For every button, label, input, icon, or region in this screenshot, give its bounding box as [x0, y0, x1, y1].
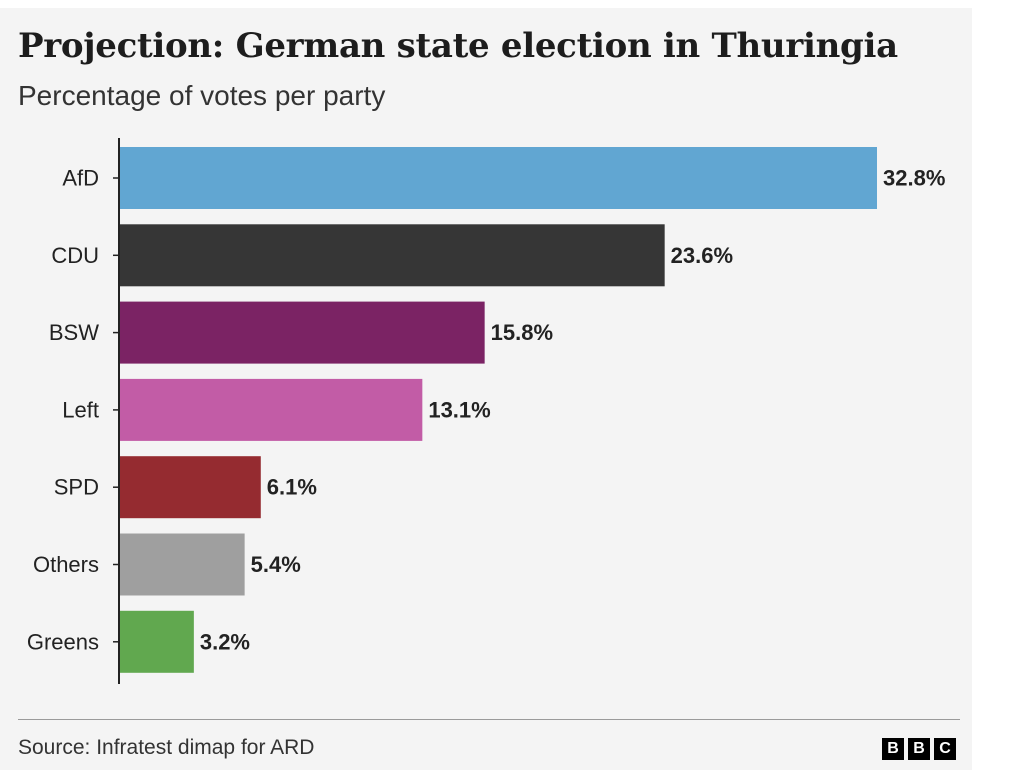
bbc-logo: B B C: [882, 738, 956, 760]
logo-letter: C: [934, 738, 956, 760]
category-label: CDU: [51, 243, 99, 268]
bar-spd: [120, 456, 261, 519]
bar-chart: AfD 32.8% CDU 23.6% BSW 15.8% Left 13.1% SPD 6.1%…: [27, 138, 945, 684]
value-label: 13.1%: [428, 397, 490, 422]
bar-greens: [120, 610, 194, 673]
value-label: 32.8%: [883, 166, 945, 191]
category-label: Left: [62, 397, 99, 422]
category-label: BSW: [49, 320, 99, 345]
bar-cdu: [120, 224, 665, 287]
source-divider: [18, 719, 960, 720]
source-note: Source: Infratest dimap for ARD: [18, 736, 315, 759]
category-label: Greens: [27, 629, 99, 654]
chart-subtitle: Percentage of votes per party: [18, 80, 386, 111]
value-label: 6.1%: [267, 475, 317, 500]
bar-others: [120, 533, 245, 596]
category-label: AfD: [62, 166, 99, 191]
chart-card: Projection: German state election in Thu…: [0, 8, 972, 770]
value-label: 3.2%: [200, 629, 250, 654]
bar-afd: [120, 147, 877, 209]
bar-bsw: [120, 301, 485, 364]
category-label: SPD: [54, 475, 99, 500]
bar-left: [120, 378, 423, 441]
value-label: 23.6%: [671, 243, 733, 268]
value-label: 5.4%: [251, 552, 301, 577]
value-label: 15.8%: [491, 320, 553, 345]
logo-letter: B: [882, 738, 904, 760]
category-label: Others: [33, 552, 99, 577]
chart-title: Projection: German state election in Thu…: [18, 26, 898, 66]
logo-letter: B: [908, 738, 930, 760]
